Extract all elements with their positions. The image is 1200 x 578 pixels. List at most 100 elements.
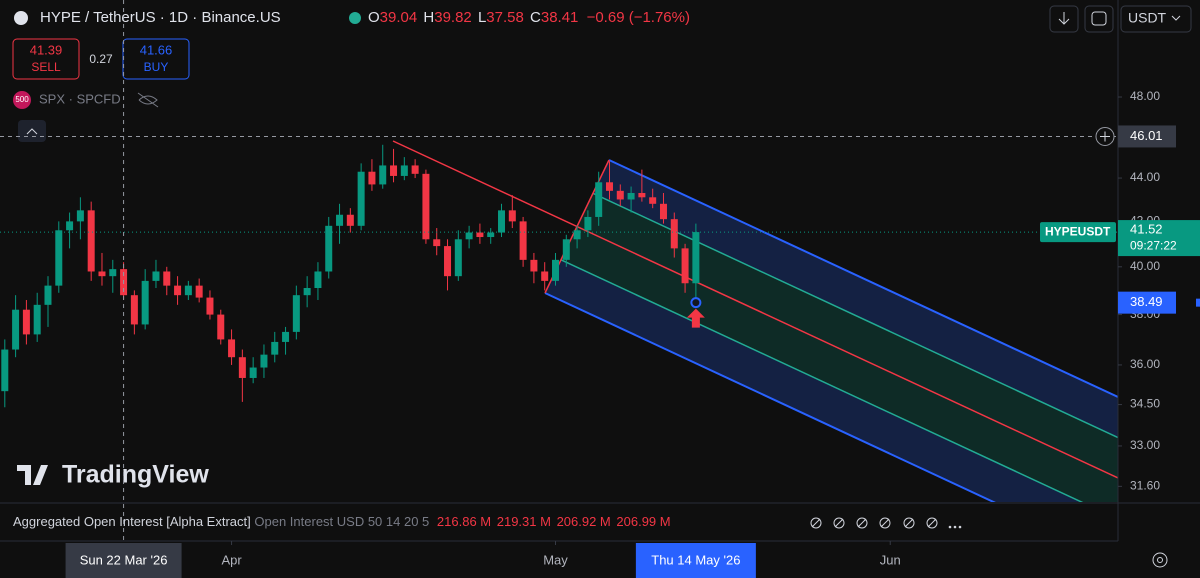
y-tick-label: 36.00 [1130,357,1160,371]
candle-body [379,165,387,185]
settings-icon[interactable] [1152,552,1168,568]
candle-body [498,210,506,233]
signal-arrow [686,308,705,328]
ohlc-value: 37.58 [486,9,524,26]
candle-body [508,210,516,222]
marker-edge [1196,298,1200,307]
indicator-params: Open Interest USD 50 14 20 5 [254,514,429,529]
price-change: −0.69 (−1.76%) [587,9,690,26]
candle-body [109,269,117,277]
marker-price-box [1118,291,1176,314]
currency: USDT [1128,10,1167,26]
candle-body [368,171,376,185]
buy-button[interactable] [122,38,190,80]
candle-body [357,171,365,226]
candle-body [681,248,689,284]
candle-body [605,182,613,191]
candle-body [55,230,63,286]
market-status [349,12,361,24]
last-price-box [1118,220,1200,257]
ohlc-value: 39.82 [434,9,472,26]
overlay-symbol[interactable]: SPX · SPCFD [39,91,121,106]
candle-body [33,304,41,335]
marker-point [690,297,702,309]
y-tick-label: 31.60 [1130,479,1160,493]
candle-body [195,285,203,298]
sell-button[interactable] [12,38,80,80]
candle-body [584,216,592,231]
candle-body [530,259,538,272]
candle-body [206,297,214,315]
ohlc-value: 38.41 [541,9,579,26]
selected-date-box [635,543,756,578]
candle-body [87,210,95,272]
indicator-legend: Aggregated Open Interest [Alpha Extract]… [13,514,671,529]
hide-icon[interactable] [137,92,159,108]
download-button[interactable] [1049,5,1079,33]
indicator-value: 206.99 M [616,514,670,529]
x-tick-label: May [543,552,568,567]
plot-area [0,140,1118,502]
x-tick-label: Jun [880,552,901,567]
candle-body [562,239,570,260]
candle-body [152,271,160,281]
y-tick-label: 33.00 [1130,438,1160,452]
last-price: 41.52 [1130,222,1163,237]
y-tick-label: 40.00 [1130,259,1160,273]
candle-body [66,221,74,231]
download-icon [1058,12,1070,25]
overlay-badge-bg [13,91,31,109]
currency-select[interactable] [1120,5,1192,33]
na-icons [810,517,938,529]
candle-body [454,239,462,277]
candle-body [163,271,171,286]
candle-body [400,165,408,176]
channel-fill-middle [561,193,1118,502]
fullscreen-button[interactable] [1084,5,1114,33]
candle-body [444,246,452,277]
candle-body [184,285,192,296]
symbol-box [1040,222,1116,243]
candle-body [411,165,419,174]
candle-body [325,225,333,272]
candle-body [476,232,484,238]
candle-body [649,197,657,204]
y-tick-label: 48.00 [1130,89,1160,103]
channel-fill-upper [593,160,1118,438]
selected-date: Thu 14 May '26 [651,552,740,567]
ohlc-label: O [368,9,380,26]
candle-body [303,288,311,296]
candle-body [519,221,527,260]
logo-text: TradingView [62,461,209,489]
ohlc-label: C [530,9,541,26]
candle-body [336,214,344,226]
logo-icon [17,465,48,485]
settings-icon-inner [1157,557,1163,563]
candle-body [98,271,106,277]
indicator-name[interactable]: Aggregated Open Interest [Alpha Extract] [13,514,251,529]
candle-body [44,285,52,305]
ohlc-value: 39.04 [380,9,418,26]
marker-price: 38.49 [1130,294,1163,309]
candle-body [249,367,257,378]
candle-body [238,357,246,378]
collapse-button[interactable] [18,120,46,142]
candle-body [390,165,398,176]
candle-body [314,271,322,289]
channel-lower-line [544,292,996,502]
countdown: 09:27:22 [1130,238,1177,252]
candle-body [282,331,290,342]
buy-label: BUY [144,60,169,74]
candle-body [541,271,549,281]
candle-body [422,173,430,240]
more-icon[interactable] [948,525,962,529]
add-alert-icon [1100,131,1110,142]
candle-body [217,314,225,340]
channel-teal-line [592,192,1118,439]
candle-body [659,203,667,220]
crosshair-price: 46.01 [1130,128,1163,143]
symbol-title[interactable]: HYPE / TetherUS · 1D · Binance.US [40,9,281,26]
candle-body [595,182,603,217]
candle-body [465,232,473,240]
